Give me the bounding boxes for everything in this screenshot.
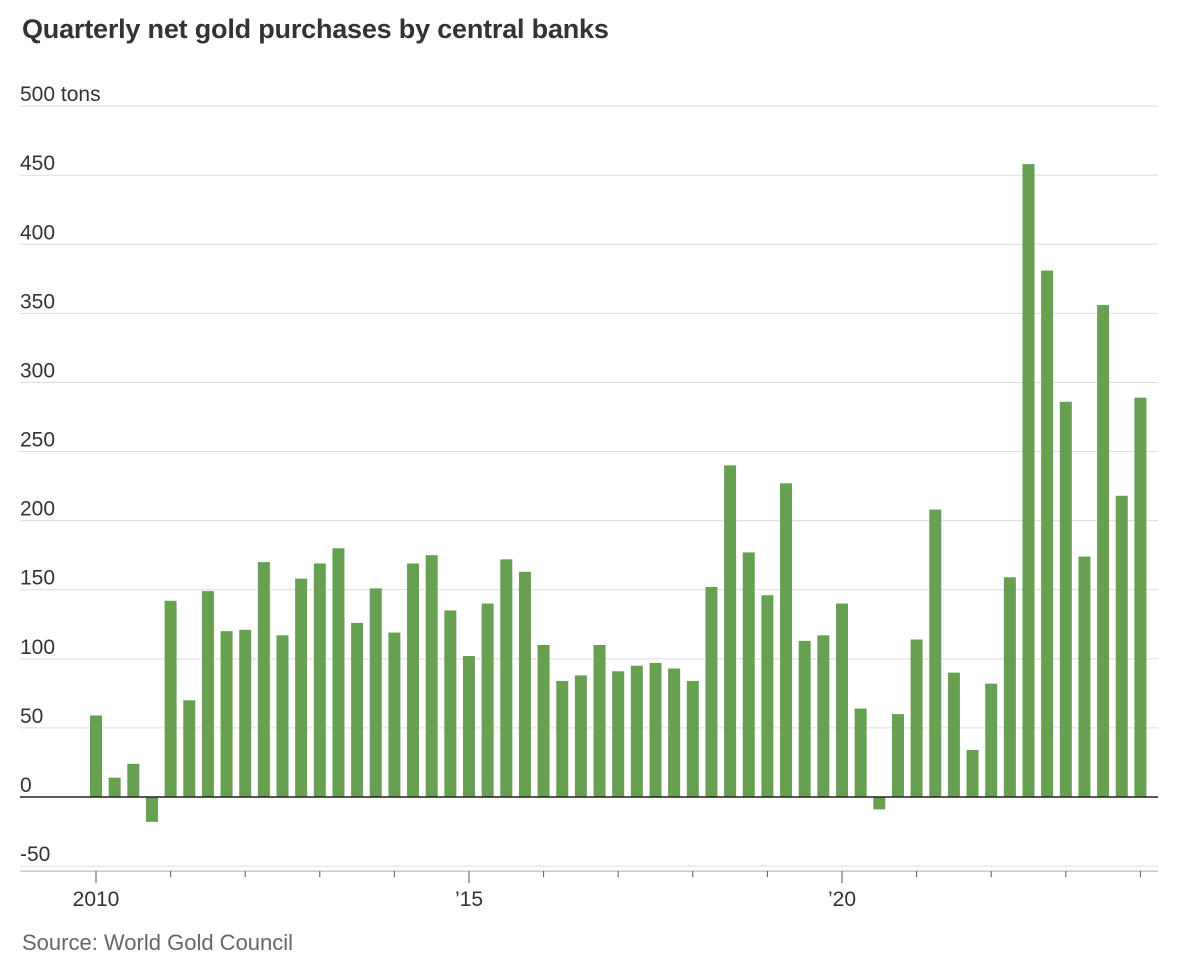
bar <box>183 700 196 797</box>
bar <box>1041 270 1054 798</box>
bar <box>891 714 904 797</box>
bar <box>574 675 587 797</box>
bar <box>425 555 438 797</box>
y-tick-label: -50 <box>20 843 50 866</box>
y-tick-label: 0 <box>20 774 32 797</box>
bar <box>910 639 923 797</box>
bar <box>686 680 699 797</box>
bar <box>724 465 737 797</box>
y-tick-label: 500 tons <box>20 83 101 106</box>
tick-labels: 500 tons 450 400 350 300 250 200 150 100 50 0 -50 20… <box>20 83 856 911</box>
bar <box>407 563 420 797</box>
bar <box>444 610 457 797</box>
bar <box>332 548 345 797</box>
bar <box>1059 401 1072 797</box>
bar <box>817 635 830 797</box>
bar <box>108 777 121 797</box>
y-tick-label: 300 <box>20 359 55 382</box>
y-tick-label: 350 <box>20 290 55 313</box>
bar <box>313 563 326 797</box>
bar <box>500 559 513 797</box>
bar <box>388 632 401 797</box>
x-tick-label: 2010 <box>73 888 120 911</box>
bar <box>593 645 606 797</box>
bar <box>1134 397 1147 797</box>
chart-title: Quarterly net gold purchases by central … <box>22 14 609 44</box>
bar <box>518 571 531 797</box>
bar <box>985 683 998 797</box>
bar <box>649 662 662 797</box>
bar <box>257 562 270 797</box>
bar <box>612 671 625 797</box>
bar <box>761 595 774 797</box>
bar <box>295 578 308 797</box>
bar <box>798 640 811 797</box>
bar <box>742 552 755 797</box>
bar <box>1003 577 1016 797</box>
bar <box>239 629 252 797</box>
bar <box>1022 164 1035 797</box>
bar <box>145 797 158 822</box>
bar <box>369 588 382 797</box>
bar <box>947 672 960 797</box>
x-tick-label: ’15 <box>455 888 483 911</box>
bar <box>164 600 177 797</box>
axes <box>20 796 1158 884</box>
bar <box>1078 556 1091 797</box>
bar <box>836 603 848 797</box>
bar <box>276 635 289 797</box>
bar <box>780 483 793 797</box>
bar <box>463 656 475 797</box>
source-note: Source: World Gold Council <box>22 930 294 955</box>
x-tick-label: ’20 <box>828 888 856 911</box>
bar <box>1097 305 1110 797</box>
y-tick-label: 400 <box>20 221 55 244</box>
bar <box>1115 495 1128 797</box>
bar <box>537 645 550 797</box>
y-tick-label: 450 <box>20 152 55 175</box>
bar <box>929 509 942 797</box>
bar <box>201 591 214 797</box>
y-tick-label: 150 <box>20 567 55 590</box>
bar <box>630 665 643 797</box>
bar <box>705 586 718 797</box>
y-tick-label: 50 <box>20 705 43 728</box>
bar <box>873 797 886 810</box>
bar <box>556 680 569 797</box>
bars <box>90 164 1147 822</box>
bar <box>127 763 140 797</box>
y-tick-label: 250 <box>20 429 55 452</box>
bar <box>351 622 364 797</box>
bar <box>854 708 867 797</box>
bar <box>90 715 102 797</box>
y-tick-label: 200 <box>20 498 55 521</box>
bar <box>481 603 494 797</box>
y-tick-label: 100 <box>20 636 55 659</box>
bar <box>668 668 681 797</box>
bar <box>966 750 979 797</box>
bar <box>220 631 233 797</box>
